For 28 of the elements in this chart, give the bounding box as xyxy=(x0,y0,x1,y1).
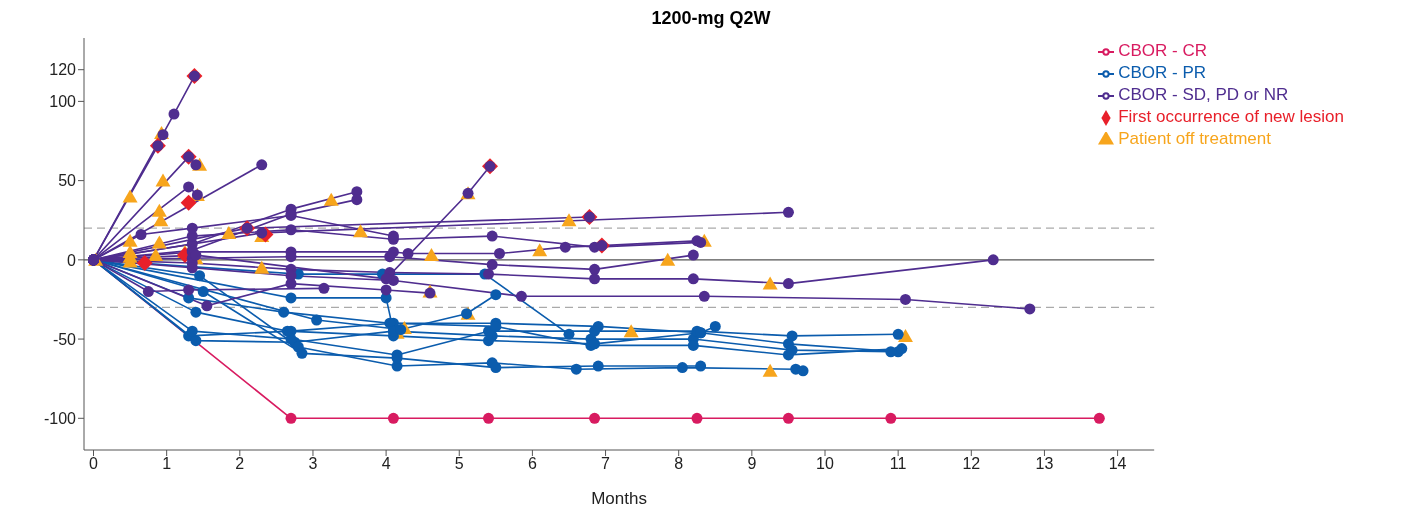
x-tick-label: 1 xyxy=(162,455,172,473)
y-tick-label: 0 xyxy=(67,251,77,269)
x-tick-label: 3 xyxy=(308,455,318,473)
x-tick-label: 0 xyxy=(89,455,99,473)
y-tick-label: 50 xyxy=(58,172,77,190)
x-tick-label: 10 xyxy=(816,455,834,473)
x-tick-label: 9 xyxy=(747,455,757,473)
y-tick-label: -100 xyxy=(43,409,77,427)
x-tick-label: 7 xyxy=(601,455,611,473)
x-tick-label: 13 xyxy=(1035,455,1054,473)
chart-title: 1200-mg Q2W xyxy=(650,8,772,30)
y-tick-label: -50 xyxy=(52,330,77,348)
legend-label: CBOR - SD, PD or NR xyxy=(1118,85,1289,104)
y-tick-label: 120 xyxy=(49,61,77,79)
x-tick-label: 12 xyxy=(962,455,981,473)
legend-label: CBOR - PR xyxy=(1118,63,1207,82)
legend-label: Patient off treatment xyxy=(1118,129,1271,148)
legend-label: CBOR - CR xyxy=(1118,41,1207,60)
x-tick-label: 4 xyxy=(381,455,391,473)
x-tick-label: 2 xyxy=(235,455,245,473)
x-axis-title: Months xyxy=(591,489,647,508)
legend-label: First occurrence of new lesion xyxy=(1118,107,1344,126)
x-tick-label: 14 xyxy=(1108,455,1127,473)
x-tick-label: 5 xyxy=(454,455,464,473)
y-tick-label: 100 xyxy=(49,93,77,111)
x-tick-label: 6 xyxy=(527,455,537,473)
x-tick-label: 11 xyxy=(889,455,907,473)
x-tick-label: 8 xyxy=(674,455,684,473)
